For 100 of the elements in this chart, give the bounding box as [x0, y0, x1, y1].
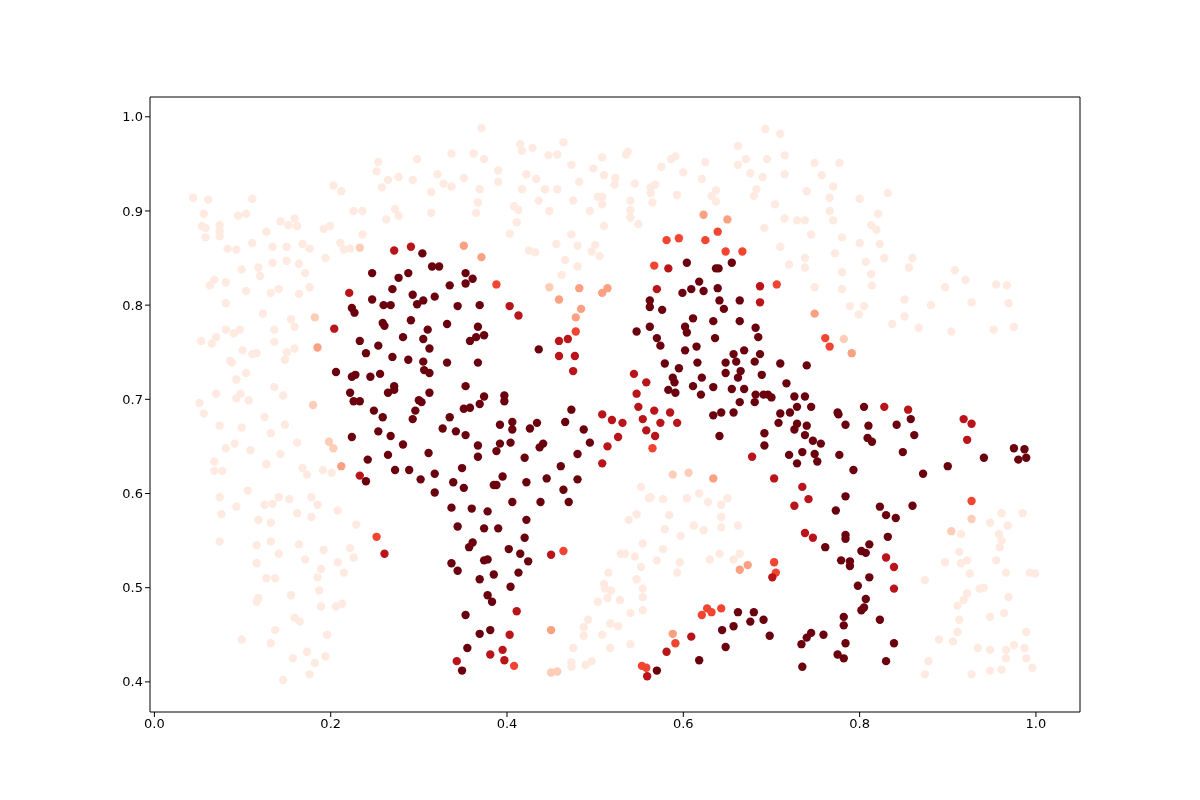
point — [571, 313, 580, 322]
point — [967, 496, 976, 506]
point — [881, 553, 891, 562]
point — [642, 426, 651, 435]
point — [800, 528, 810, 538]
y-tick-label: 0.8 — [122, 297, 143, 313]
point — [798, 482, 807, 492]
y-tick-label: 0.6 — [122, 486, 143, 502]
point — [613, 432, 623, 442]
x-tick-label: 0.2 — [320, 716, 342, 732]
point — [662, 647, 671, 656]
point — [672, 418, 682, 428]
point — [768, 573, 777, 582]
point — [452, 656, 461, 666]
point — [769, 558, 779, 567]
point — [642, 672, 652, 681]
point — [755, 298, 765, 307]
point — [642, 378, 651, 387]
point — [563, 334, 573, 344]
point — [505, 301, 514, 311]
point — [329, 444, 338, 453]
point — [755, 282, 765, 291]
point — [546, 550, 556, 559]
point — [330, 324, 339, 333]
point — [642, 663, 651, 672]
point — [406, 242, 416, 251]
point — [723, 215, 732, 224]
point — [509, 661, 519, 671]
point — [650, 406, 659, 415]
point — [337, 462, 346, 471]
point — [632, 389, 641, 398]
point — [345, 288, 354, 298]
point — [674, 234, 684, 243]
point — [735, 565, 744, 574]
point — [607, 415, 617, 425]
point — [967, 514, 976, 524]
point — [721, 247, 730, 256]
point — [713, 227, 722, 236]
point — [664, 264, 673, 273]
point — [459, 241, 468, 250]
point — [671, 639, 680, 648]
point — [717, 604, 726, 613]
point — [629, 369, 639, 379]
point — [477, 252, 486, 262]
point — [810, 309, 819, 318]
point — [500, 656, 509, 665]
point — [545, 283, 554, 292]
point — [903, 405, 913, 414]
point — [598, 288, 607, 298]
point — [313, 343, 322, 352]
point — [701, 235, 710, 245]
point — [880, 402, 889, 412]
x-tick-label: 1.0 — [1025, 716, 1047, 732]
point — [308, 400, 318, 410]
point — [684, 468, 693, 477]
point — [618, 418, 627, 428]
point — [947, 527, 956, 536]
point — [656, 418, 665, 428]
point — [554, 336, 564, 346]
point — [486, 650, 495, 659]
point — [821, 333, 830, 343]
point — [492, 280, 501, 289]
point — [839, 334, 848, 344]
point — [772, 280, 781, 289]
point — [546, 625, 556, 635]
point — [390, 246, 399, 255]
point — [668, 629, 677, 639]
point — [568, 366, 578, 376]
point — [638, 414, 647, 424]
x-tick-label: 0.4 — [496, 716, 518, 732]
point — [825, 342, 834, 351]
point — [967, 419, 976, 428]
point — [959, 414, 968, 424]
point — [652, 284, 662, 294]
point — [699, 210, 708, 219]
point — [559, 546, 568, 556]
point — [743, 560, 752, 570]
point — [668, 470, 677, 479]
point — [498, 645, 507, 655]
point — [554, 351, 564, 361]
point — [554, 295, 564, 304]
point — [665, 408, 675, 417]
point — [380, 549, 389, 558]
point — [889, 584, 899, 593]
point — [310, 313, 320, 322]
y-tick-label: 0.9 — [122, 203, 143, 219]
point — [571, 327, 580, 336]
point — [962, 435, 972, 444]
point — [697, 610, 707, 620]
point — [738, 247, 747, 256]
point — [634, 402, 643, 412]
point — [747, 452, 757, 461]
point — [790, 501, 799, 510]
y-tick-label: 0.5 — [122, 580, 143, 596]
point — [847, 349, 856, 358]
point — [598, 410, 607, 419]
point — [648, 444, 657, 453]
point — [603, 284, 612, 293]
point — [603, 442, 612, 451]
point — [687, 632, 696, 641]
